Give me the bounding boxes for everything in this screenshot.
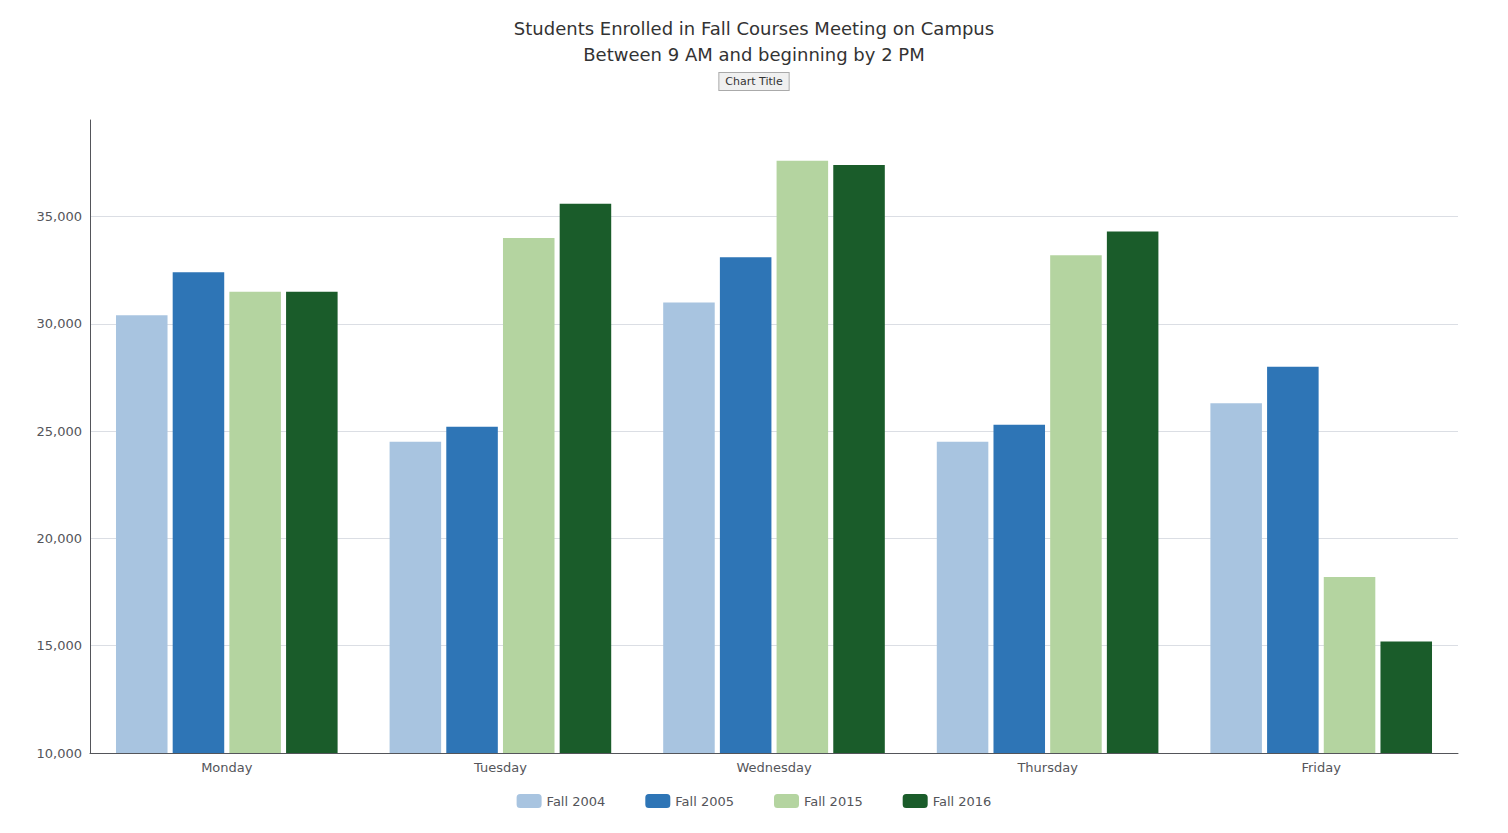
svg-text:Wednesday: Wednesday <box>736 760 812 775</box>
svg-text:Thursday: Thursday <box>1016 760 1078 775</box>
svg-text:Fall 2005: Fall 2005 <box>675 794 734 809</box>
svg-text:10,000: 10,000 <box>37 746 83 761</box>
svg-text:Friday: Friday <box>1301 760 1341 775</box>
svg-text:Chart Title: Chart Title <box>725 75 783 88</box>
svg-text:Students Enrolled in Fall Cour: Students Enrolled in Fall Courses Meetin… <box>514 18 994 39</box>
svg-text:Fall 2004: Fall 2004 <box>547 794 606 809</box>
svg-text:Between 9 AM and beginning by: Between 9 AM and beginning by 2 PM <box>583 44 924 65</box>
svg-text:Tuesday: Tuesday <box>473 760 527 775</box>
svg-text:30,000: 30,000 <box>37 316 83 331</box>
svg-text:25,000: 25,000 <box>37 424 83 439</box>
svg-text:15,000: 15,000 <box>37 638 83 653</box>
svg-text:35,000: 35,000 <box>37 209 83 224</box>
svg-text:Fall 2015: Fall 2015 <box>804 794 863 809</box>
svg-text:Fall 2016: Fall 2016 <box>933 794 992 809</box>
svg-text:Monday: Monday <box>201 760 253 775</box>
svg-text:20,000: 20,000 <box>37 531 83 546</box>
